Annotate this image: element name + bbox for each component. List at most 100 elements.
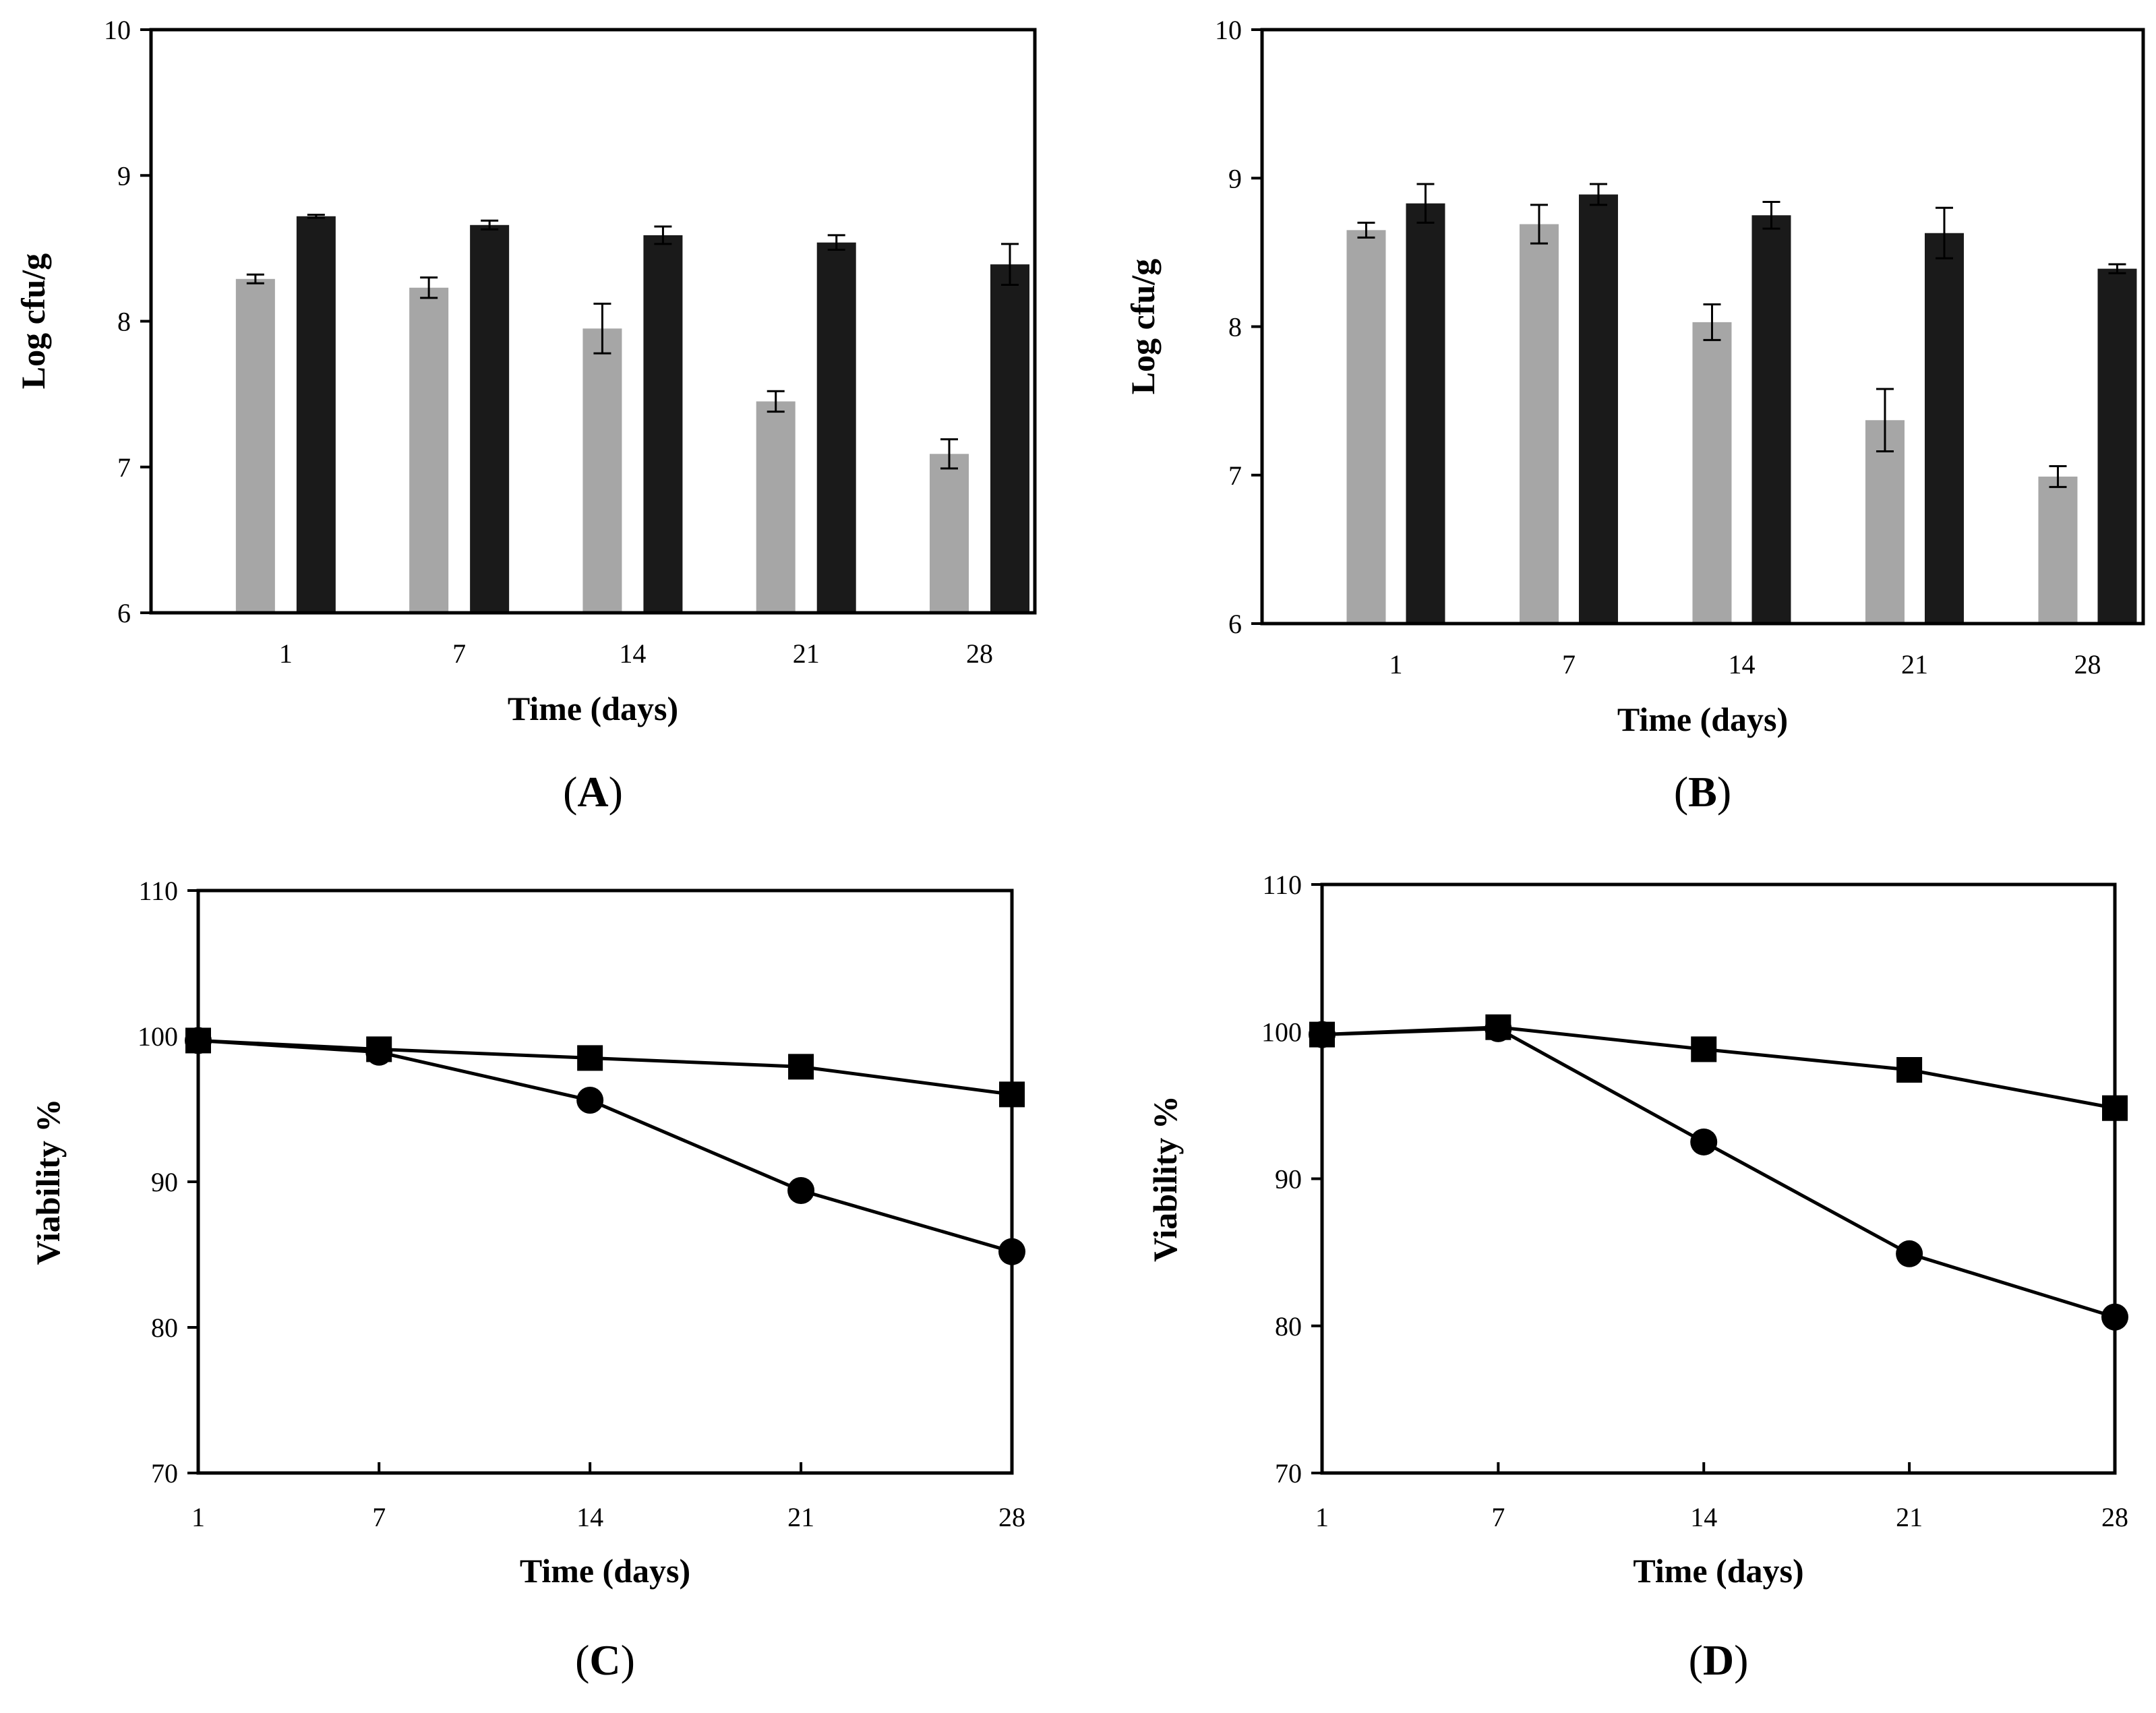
y-tick-label: 90 (151, 1167, 178, 1197)
series-line-circles (1321, 1027, 2116, 1319)
marker-square-day-14 (577, 1045, 603, 1071)
panel-c: 70 80 90 100 110 1 7 14 21 28 Time (days) Viability… (29, 876, 1025, 1684)
bar-gray-day-28 (2038, 476, 2078, 624)
panel-d: 70 80 90 100 110 1 7 14 21 28 Time (days) Viability… (1146, 870, 2128, 1684)
bar-black-day-21 (1924, 233, 1964, 624)
x-tick-label: 21 (1901, 649, 1928, 680)
bar-gray-day-28 (929, 454, 969, 613)
marker-circle-day-14 (576, 1087, 604, 1114)
x-axis-label: Time (days) (1617, 700, 1788, 738)
marker-circle-day-21 (1896, 1240, 1923, 1267)
y-tick-label: 10 (104, 15, 131, 45)
bar-gray-day-1 (235, 278, 275, 613)
y-axis-label: Log cfu/g (1124, 259, 1162, 394)
caption-paren-close: ) (621, 1636, 635, 1684)
y-tick-label: 80 (151, 1313, 178, 1343)
bar-gray-day-21 (756, 401, 796, 613)
x-tick-label: 28 (966, 638, 993, 669)
x-tick-label: 1 (191, 1502, 205, 1532)
bar-gray-day-7 (1519, 224, 1559, 624)
series-line-squares (1321, 1025, 2116, 1110)
marker-circle-day-7 (365, 1038, 393, 1066)
marker-circle-day-7 (1485, 1015, 1512, 1042)
y-axis-label: Log cfu/g (14, 253, 52, 389)
x-tick-label: 1 (279, 638, 293, 669)
caption-paren-close: ) (1734, 1636, 1748, 1684)
caption-letter: B (1688, 768, 1717, 816)
y-axis-label: Viability % (1146, 1095, 1184, 1262)
y-tick-label: 6 (117, 598, 131, 628)
bar-black-day-7 (470, 224, 510, 613)
y-tick-label: 70 (1275, 1458, 1302, 1489)
x-tick-label: 28 (998, 1502, 1025, 1532)
x-tick-label: 28 (2101, 1502, 2128, 1532)
caption-paren-open: ( (575, 1636, 589, 1684)
bar-black-day-14 (643, 235, 683, 613)
x-tick-label: 7 (1562, 649, 1576, 680)
series-line-circles (198, 1038, 1013, 1254)
marker-circle-day-14 (1690, 1128, 1718, 1155)
y-tick-label: 10 (1215, 15, 1242, 45)
caption-paren-open: ( (563, 768, 577, 816)
caption-letter: C (589, 1636, 620, 1684)
y-tick-label: 6 (1228, 609, 1242, 639)
y-tick-label: 100 (138, 1021, 178, 1052)
x-tick-label: 14 (619, 638, 646, 669)
panel-caption: (C) (575, 1636, 635, 1684)
bar-gray-day-14 (582, 328, 622, 613)
panel-caption: (D) (1689, 1636, 1749, 1684)
y-tick-label: 110 (138, 876, 178, 906)
panel-a: 6 7 8 9 10 1 7 14 21 28 Time (days) Log cfu/g (A) (14, 15, 1037, 816)
caption-paren-open: ( (1689, 1636, 1703, 1684)
x-tick-label: 28 (2074, 649, 2101, 680)
plot-frame (196, 889, 1014, 1475)
bar-black-day-1 (296, 216, 336, 613)
x-tick-label: 7 (372, 1502, 386, 1532)
bar-black-day-28 (990, 264, 1029, 613)
x-tick-label: 14 (576, 1502, 603, 1532)
bar-gray-day-21 (1865, 420, 1905, 624)
x-tick-label: 14 (1690, 1502, 1717, 1532)
marker-square-day-21 (788, 1054, 814, 1080)
bar-gray-day-7 (409, 287, 449, 613)
plot-frame (1320, 882, 2117, 1475)
y-tick-label: 70 (151, 1458, 178, 1489)
y-tick-label: 7 (1228, 460, 1242, 491)
y-tick-label: 8 (117, 307, 131, 337)
panel-b: 6 7 8 9 10 1 7 14 21 28 Time (days) Log cfu/g (B) (1124, 15, 2145, 816)
marker-square-day-21 (1896, 1056, 1923, 1083)
x-axis-label: Time (days) (1633, 1552, 1803, 1590)
caption-letter: D (1703, 1636, 1734, 1684)
bar-black-day-7 (1578, 194, 1618, 624)
y-tick-label: 80 (1275, 1311, 1302, 1342)
caption-paren-close: ) (609, 768, 623, 816)
y-axis-label: Viability % (29, 1099, 67, 1265)
caption-paren-open: ( (1674, 768, 1688, 816)
bar-gray-day-1 (1346, 230, 1386, 624)
x-tick-label: 21 (787, 1502, 814, 1532)
y-tick-label: 110 (1262, 870, 1302, 900)
y-tick-label: 7 (117, 452, 131, 483)
bar-black-day-1 (1406, 203, 1445, 624)
x-tick-label: 1 (1315, 1502, 1329, 1532)
x-tick-label: 7 (452, 638, 466, 669)
y-tick-label: 9 (117, 160, 131, 191)
plot-frame (149, 28, 1037, 615)
bar-black-day-21 (816, 242, 856, 613)
marker-square-day-14 (1691, 1036, 1717, 1062)
bar-black-day-14 (1751, 215, 1791, 624)
bar-black-day-28 (2097, 268, 2137, 624)
panel-caption: (A) (563, 768, 623, 816)
y-tick-label: 90 (1275, 1164, 1302, 1195)
x-axis-label: Time (days) (520, 1552, 690, 1590)
x-tick-label: 21 (1896, 1502, 1923, 1532)
caption-letter: A (577, 768, 608, 816)
y-tick-label: 8 (1228, 312, 1242, 342)
plot-frame (1260, 28, 2145, 626)
caption-paren-close: ) (1717, 768, 1731, 816)
marker-circle-day-21 (787, 1176, 815, 1204)
y-tick-label: 9 (1228, 163, 1242, 193)
x-tick-label: 7 (1491, 1502, 1505, 1532)
x-tick-label: 1 (1389, 649, 1402, 680)
